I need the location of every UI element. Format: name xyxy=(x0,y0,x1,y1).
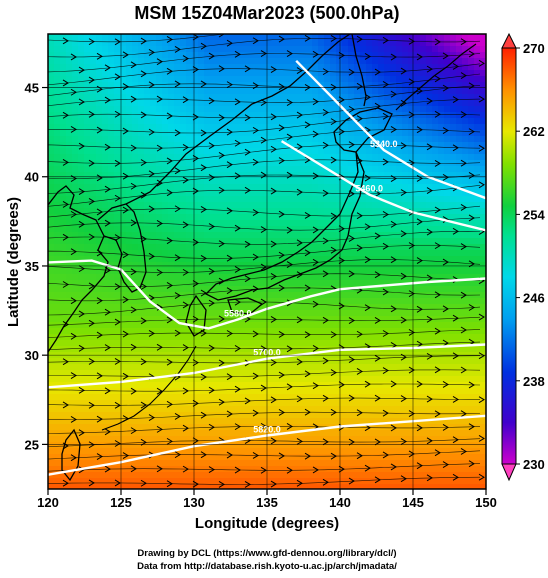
colorbar-bottom-arrow xyxy=(502,464,516,480)
x-axis-label: Longitude (degrees) xyxy=(195,515,339,532)
x-axis: 120 125 130 135 140 145 150 xyxy=(37,489,497,510)
colorbar-tick-label: 262 xyxy=(523,124,545,139)
chart-title: MSM 15Z04Mar2023 (500.0hPa) xyxy=(134,3,399,23)
contour-label: 5340.0 xyxy=(370,139,398,149)
colorbar: 230 238 246 254 262 270 xyxy=(502,34,545,480)
wind-arrow xyxy=(271,25,276,31)
wind-arrow xyxy=(453,23,458,29)
wind-arrow xyxy=(245,28,250,34)
x-tick-label: 135 xyxy=(256,495,278,510)
y-axis: 25 30 35 40 45 xyxy=(25,81,48,453)
x-tick-label: 125 xyxy=(110,495,132,510)
colorbar-tick-label: 246 xyxy=(523,291,545,306)
colorbar-gradient xyxy=(502,48,516,464)
colorbar-tick-label: 270 xyxy=(523,41,545,56)
contour-label: 5460.0 xyxy=(355,184,383,194)
x-tick-label: 120 xyxy=(37,495,59,510)
y-tick-label: 40 xyxy=(25,170,39,185)
wind-arrow xyxy=(297,22,302,28)
wind-arrow xyxy=(479,24,484,30)
x-tick-label: 145 xyxy=(402,495,424,510)
y-tick-label: 30 xyxy=(25,348,39,363)
contour-label: 5580.0 xyxy=(224,309,252,319)
credit-drawing: Drawing by DCL (https://www.gfd-dennou.o… xyxy=(137,548,396,559)
x-tick-label: 130 xyxy=(183,495,205,510)
y-tick-label: 25 xyxy=(25,437,39,452)
colorbar-tick-label: 238 xyxy=(523,374,545,389)
x-tick-label: 150 xyxy=(475,495,497,510)
y-tick-label: 35 xyxy=(25,259,39,274)
colorbar-top-arrow xyxy=(502,34,516,48)
colorbar-ticks: 230 238 246 254 262 270 xyxy=(516,41,545,472)
x-tick-label: 140 xyxy=(329,495,351,510)
credit-data: Data from http://database.rish.kyoto-u.a… xyxy=(137,561,397,572)
colorbar-tick-label: 254 xyxy=(523,207,545,222)
wind-arrow xyxy=(427,22,432,28)
y-axis-label: Latitude (degrees) xyxy=(5,197,22,327)
y-tick-label: 45 xyxy=(25,81,39,96)
colorbar-tick-label: 230 xyxy=(523,457,545,472)
wind-arrow xyxy=(401,21,406,27)
